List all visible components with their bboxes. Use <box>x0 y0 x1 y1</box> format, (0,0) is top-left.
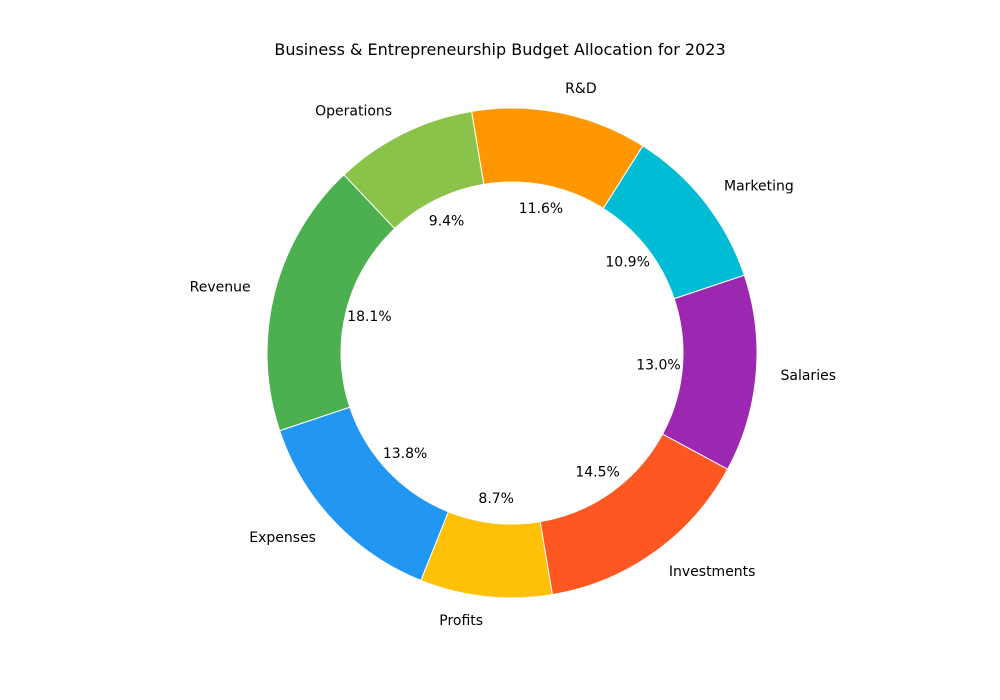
slice-pct-salaries: 13.0% <box>636 358 680 374</box>
slice-label-r-d: R&D <box>565 81 596 97</box>
chart-title: Business & Entrepreneurship Budget Alloc… <box>274 40 726 59</box>
slice-pct-operations: 9.4% <box>429 213 465 229</box>
slice-label-operations: Operations <box>315 104 392 120</box>
slice-expenses <box>279 406 450 582</box>
slice-pct-investments: 14.5% <box>575 465 619 481</box>
slice-revenue <box>266 174 396 432</box>
slice-pct-marketing: 10.9% <box>605 254 649 270</box>
slice-label-revenue: Revenue <box>190 279 251 295</box>
slice-pct-revenue: 18.1% <box>347 309 391 325</box>
slice-label-marketing: Marketing <box>724 179 794 195</box>
slice-pct-r-d: 11.6% <box>519 201 563 217</box>
slice-salaries <box>661 274 758 470</box>
slice-pct-profits: 8.7% <box>478 491 514 507</box>
slice-label-salaries: Salaries <box>781 368 837 384</box>
slice-label-investments: Investments <box>669 564 756 580</box>
slice-label-profits: Profits <box>439 613 483 629</box>
slice-label-expenses: Expenses <box>249 530 316 546</box>
slice-pct-expenses: 13.8% <box>383 446 427 462</box>
